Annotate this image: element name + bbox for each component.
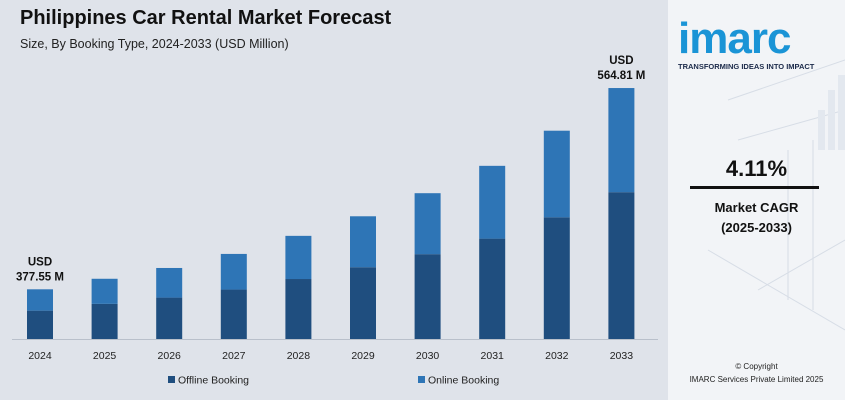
x-tick-label: 2027 — [222, 350, 246, 362]
x-tick-label: 2032 — [545, 350, 569, 362]
chart-panel: 2024 2025 2026 2027 2028 2029 2030 2031 2032 2033… — [12, 7, 658, 387]
company-text: IMARC Services Private Limited 2025 — [689, 375, 824, 384]
cagr-period: (2025-2033) — [721, 220, 792, 235]
x-tick-label: 2026 — [158, 350, 182, 362]
bar-offline-booking-2026 — [156, 297, 183, 339]
bar-online-booking-2030 — [414, 193, 441, 255]
x-tick-label: 2031 — [481, 350, 505, 362]
bar-online-booking-2031 — [479, 165, 506, 239]
annotation-line1: USD — [28, 256, 52, 268]
info-panel: imarc TRANSFORMING IDEAS INTO IMPACT 4.1… — [668, 0, 845, 400]
bar-offline-booking-2027 — [220, 289, 247, 339]
annotation-line2: 377.55 M — [16, 271, 64, 283]
bar-online-booking-2025 — [91, 278, 118, 304]
bar-online-booking-2033 — [608, 88, 635, 193]
decorative-background — [707, 59, 845, 331]
legend-swatch — [418, 376, 425, 383]
legend-swatch — [168, 376, 175, 383]
bar-offline-booking-2030 — [414, 254, 441, 339]
stacked-bar-chart: 2024 2025 2026 2027 2028 2029 2030 2031 2032 2033… — [12, 55, 658, 387]
x-tick-label: 2025 — [93, 350, 117, 362]
copyright-text: © Copyright — [735, 362, 778, 371]
bar-offline-booking-2029 — [350, 267, 376, 339]
legend-label: Offline Booking — [178, 375, 249, 387]
bar-offline-booking-2032 — [543, 217, 570, 339]
bar-online-booking-2028 — [285, 235, 312, 280]
bar-online-booking-2026 — [156, 267, 183, 298]
bar-online-booking-2027 — [220, 253, 247, 290]
x-tick-label: 2024 — [28, 350, 52, 362]
cagr-value: 4.11% — [725, 156, 788, 181]
cagr-label: Market CAGR — [714, 200, 799, 215]
bar-online-booking-2032 — [543, 130, 570, 218]
bar-online-booking-2024 — [27, 289, 53, 311]
imarc-logo: imarc — [678, 14, 791, 63]
bar-offline-booking-2031 — [479, 238, 506, 339]
bar-offline-booking-2028 — [285, 279, 312, 339]
legend-label: Online Booking — [428, 375, 499, 387]
bar-offline-booking-2033 — [608, 192, 635, 339]
bar-offline-booking-2024 — [27, 310, 53, 339]
bar-online-booking-2029 — [350, 216, 376, 268]
x-tick-label: 2033 — [610, 350, 634, 362]
chart-subtitle: Size, By Booking Type, 2024-2033 (USD Mi… — [20, 37, 289, 51]
x-tick-label: 2028 — [287, 350, 311, 362]
annotation-line2: 564.81 M — [597, 70, 645, 82]
x-tick-label: 2030 — [416, 350, 440, 362]
cagr-divider — [690, 186, 819, 189]
bar-offline-booking-2025 — [91, 303, 118, 339]
brand-tagline: TRANSFORMING IDEAS INTO IMPACT — [678, 62, 815, 71]
chart-title: Philippines Car Rental Market Forecast — [20, 7, 392, 29]
annotation-line1: USD — [609, 55, 633, 67]
x-tick-label: 2029 — [351, 350, 375, 362]
